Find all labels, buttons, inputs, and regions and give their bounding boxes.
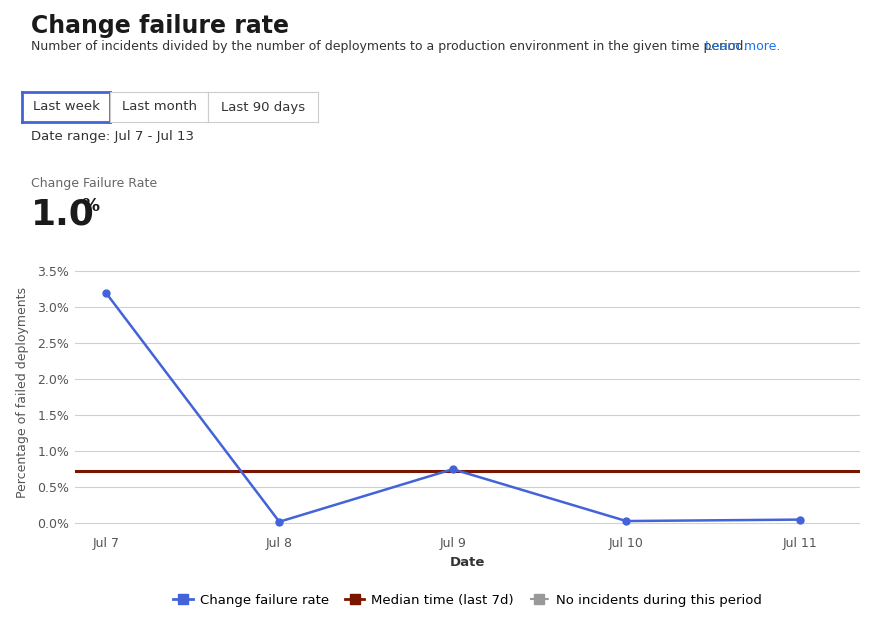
X-axis label: Date: Date (449, 556, 485, 569)
Change failure rate (620, 517, 631, 525)
Text: 1.0: 1.0 (31, 197, 95, 231)
Change failure rate (794, 516, 804, 523)
Change failure rate (274, 518, 284, 525)
Text: Last month: Last month (121, 101, 196, 113)
Legend: Change failure rate, Median time (last 7d), No incidents during this period: Change failure rate, Median time (last 7… (168, 588, 766, 612)
Y-axis label: Percentage of failed deployments: Percentage of failed deployments (16, 287, 29, 498)
Text: Change failure rate: Change failure rate (31, 14, 289, 38)
Text: Number of incidents divided by the number of deployments to a production environ: Number of incidents divided by the numbe… (31, 40, 746, 53)
Text: Change Failure Rate: Change Failure Rate (31, 177, 157, 190)
Change failure rate (447, 465, 458, 473)
Text: Last week: Last week (32, 101, 99, 113)
Change failure rate (101, 289, 111, 297)
Text: Learn more.: Learn more. (704, 40, 780, 53)
Line: Change failure rate: Change failure rate (103, 289, 802, 525)
Text: %: % (82, 197, 100, 215)
Text: Last 90 days: Last 90 days (221, 101, 304, 113)
Median time (last 7d) (274, 468, 284, 475)
Text: Date range: Jul 7 - Jul 13: Date range: Jul 7 - Jul 13 (31, 130, 194, 143)
Median time (last 7d) (101, 468, 111, 475)
